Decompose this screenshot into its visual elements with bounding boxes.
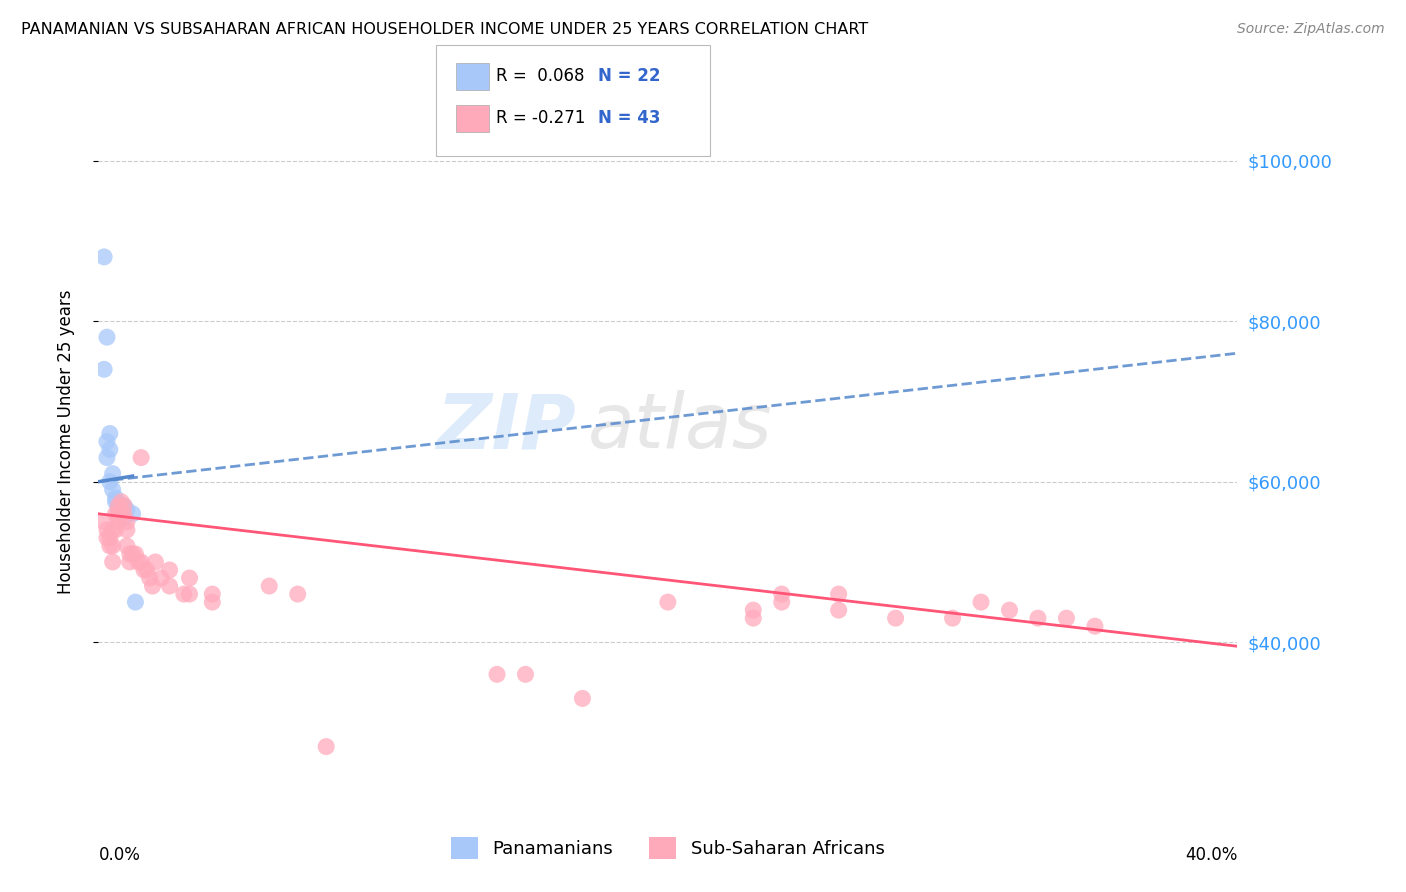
Point xyxy=(98,426,121,441)
Point xyxy=(145,555,167,569)
Point xyxy=(101,539,124,553)
Point xyxy=(112,499,135,513)
Point xyxy=(742,603,765,617)
Point xyxy=(828,587,851,601)
Point xyxy=(998,603,1021,617)
Point xyxy=(93,515,115,529)
Legend: Panamanians, Sub-Saharan Africans: Panamanians, Sub-Saharan Africans xyxy=(451,837,884,859)
Point xyxy=(107,507,129,521)
Point xyxy=(93,250,115,264)
Point xyxy=(107,499,129,513)
Point xyxy=(93,362,115,376)
Point xyxy=(112,510,135,524)
Point xyxy=(515,667,537,681)
Point xyxy=(127,555,149,569)
Point xyxy=(287,587,309,601)
Text: N = 43: N = 43 xyxy=(598,109,659,127)
Point xyxy=(107,507,129,521)
Point xyxy=(104,523,127,537)
Point xyxy=(571,691,593,706)
Point xyxy=(107,499,129,513)
Point xyxy=(259,579,281,593)
Point xyxy=(828,603,851,617)
Point xyxy=(101,523,124,537)
Text: 0.0%: 0.0% xyxy=(98,847,141,864)
Text: ZIP: ZIP xyxy=(437,390,576,464)
Text: N = 22: N = 22 xyxy=(598,67,659,85)
Point xyxy=(124,547,146,561)
Point xyxy=(112,499,135,513)
Point xyxy=(118,555,141,569)
Point xyxy=(110,507,132,521)
Point xyxy=(101,483,124,497)
Point xyxy=(96,434,118,449)
Point xyxy=(132,563,155,577)
Point xyxy=(112,507,135,521)
Point xyxy=(1084,619,1107,633)
Point xyxy=(884,611,907,625)
Point xyxy=(96,531,118,545)
Point xyxy=(110,499,132,513)
Point xyxy=(101,467,124,481)
Point xyxy=(159,579,181,593)
Point xyxy=(770,587,793,601)
Point xyxy=(98,539,121,553)
Point xyxy=(315,739,337,754)
Point xyxy=(138,571,160,585)
Point xyxy=(159,563,181,577)
Point xyxy=(96,330,118,344)
Point xyxy=(98,475,121,489)
Text: R = -0.271: R = -0.271 xyxy=(496,109,586,127)
Point xyxy=(107,502,129,516)
Point xyxy=(115,502,138,516)
Point xyxy=(1056,611,1078,625)
Text: atlas: atlas xyxy=(588,390,773,464)
Point xyxy=(141,579,163,593)
Point xyxy=(121,507,143,521)
Point xyxy=(115,523,138,537)
Point xyxy=(110,494,132,508)
Point xyxy=(201,595,224,609)
Point xyxy=(121,547,143,561)
Point xyxy=(129,555,152,569)
Y-axis label: Householder Income Under 25 years: Householder Income Under 25 years xyxy=(56,289,75,594)
Point xyxy=(104,507,127,521)
Point xyxy=(115,515,138,529)
Point xyxy=(101,555,124,569)
Point xyxy=(1026,611,1049,625)
Point xyxy=(104,494,127,508)
Point xyxy=(486,667,509,681)
Point xyxy=(110,507,132,521)
Point xyxy=(970,595,993,609)
Point xyxy=(96,450,118,465)
Point xyxy=(179,571,201,585)
Point xyxy=(135,563,157,577)
Point xyxy=(150,571,173,585)
Point xyxy=(742,611,765,625)
Text: PANAMANIAN VS SUBSAHARAN AFRICAN HOUSEHOLDER INCOME UNDER 25 YEARS CORRELATION C: PANAMANIAN VS SUBSAHARAN AFRICAN HOUSEHO… xyxy=(21,22,869,37)
Point xyxy=(770,595,793,609)
Point xyxy=(201,587,224,601)
Point xyxy=(115,539,138,553)
Point xyxy=(179,587,201,601)
Point xyxy=(173,587,195,601)
Point xyxy=(124,595,146,609)
Point xyxy=(98,442,121,457)
Point xyxy=(96,523,118,537)
Point xyxy=(104,491,127,505)
Point xyxy=(98,531,121,545)
Text: R =  0.068: R = 0.068 xyxy=(496,67,585,85)
Point xyxy=(129,450,152,465)
Text: Source: ZipAtlas.com: Source: ZipAtlas.com xyxy=(1237,22,1385,37)
Point xyxy=(657,595,679,609)
Text: 40.0%: 40.0% xyxy=(1185,847,1237,864)
Point xyxy=(107,515,129,529)
Point xyxy=(942,611,965,625)
Point xyxy=(118,547,141,561)
